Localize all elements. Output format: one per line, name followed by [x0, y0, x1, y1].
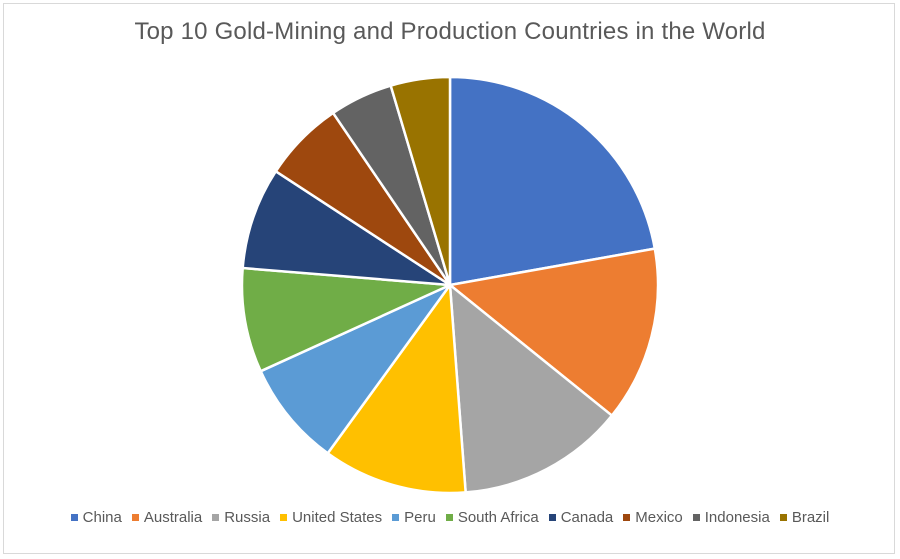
- pie-slice-australia: [448, 247, 660, 417]
- legend-swatch: [70, 514, 78, 521]
- pie-slice-south-africa: [240, 266, 452, 373]
- pie-slice-united-states: [326, 283, 467, 495]
- legend-item-russia: Russia: [212, 509, 270, 526]
- legend-label: South Africa: [457, 509, 539, 526]
- legend-label: Indonesia: [704, 509, 770, 526]
- legend-label: Brazil: [791, 509, 830, 526]
- legend-item-china: China: [70, 509, 122, 526]
- pie-slice-china: [448, 75, 657, 287]
- legend-item-peru: Peru: [392, 509, 436, 526]
- legend-item-australia: Australia: [131, 509, 203, 526]
- legend: China Australia Russia United States Peru Sou…: [0, 509, 900, 526]
- legend-swatch: [548, 514, 556, 521]
- legend-item-south-africa: South Africa: [445, 509, 539, 526]
- legend-swatch: [623, 514, 631, 521]
- legend-swatch: [779, 514, 787, 521]
- legend-item-united-states: United States: [280, 509, 382, 526]
- legend-swatch: [692, 514, 700, 521]
- pie-slice-canada: [241, 170, 452, 287]
- legend-swatch: [392, 514, 400, 521]
- legend-item-mexico: Mexico: [623, 509, 683, 526]
- legend-label: China: [82, 509, 122, 526]
- pie-slice-peru: [259, 283, 452, 455]
- legend-label: Mexico: [635, 509, 683, 526]
- legend-item-indonesia: Indonesia: [692, 509, 770, 526]
- legend-swatch: [445, 514, 453, 521]
- legend-label: Canada: [560, 509, 614, 526]
- legend-swatch: [131, 514, 139, 521]
- pie-slice-brazil: [389, 75, 452, 287]
- legend-label: Australia: [143, 509, 203, 526]
- chart-title: Top 10 Gold-Mining and Production Countr…: [134, 18, 766, 45]
- legend-swatch: [280, 514, 288, 521]
- pie-slice-russia: [448, 283, 614, 494]
- legend-label: Peru: [404, 509, 436, 526]
- legend-label: Russia: [224, 509, 271, 526]
- legend-label: United States: [292, 509, 383, 526]
- legend-swatch: [212, 514, 220, 521]
- legend-item-canada: Canada: [548, 509, 614, 526]
- legend-item-brazil: Brazil: [779, 509, 830, 526]
